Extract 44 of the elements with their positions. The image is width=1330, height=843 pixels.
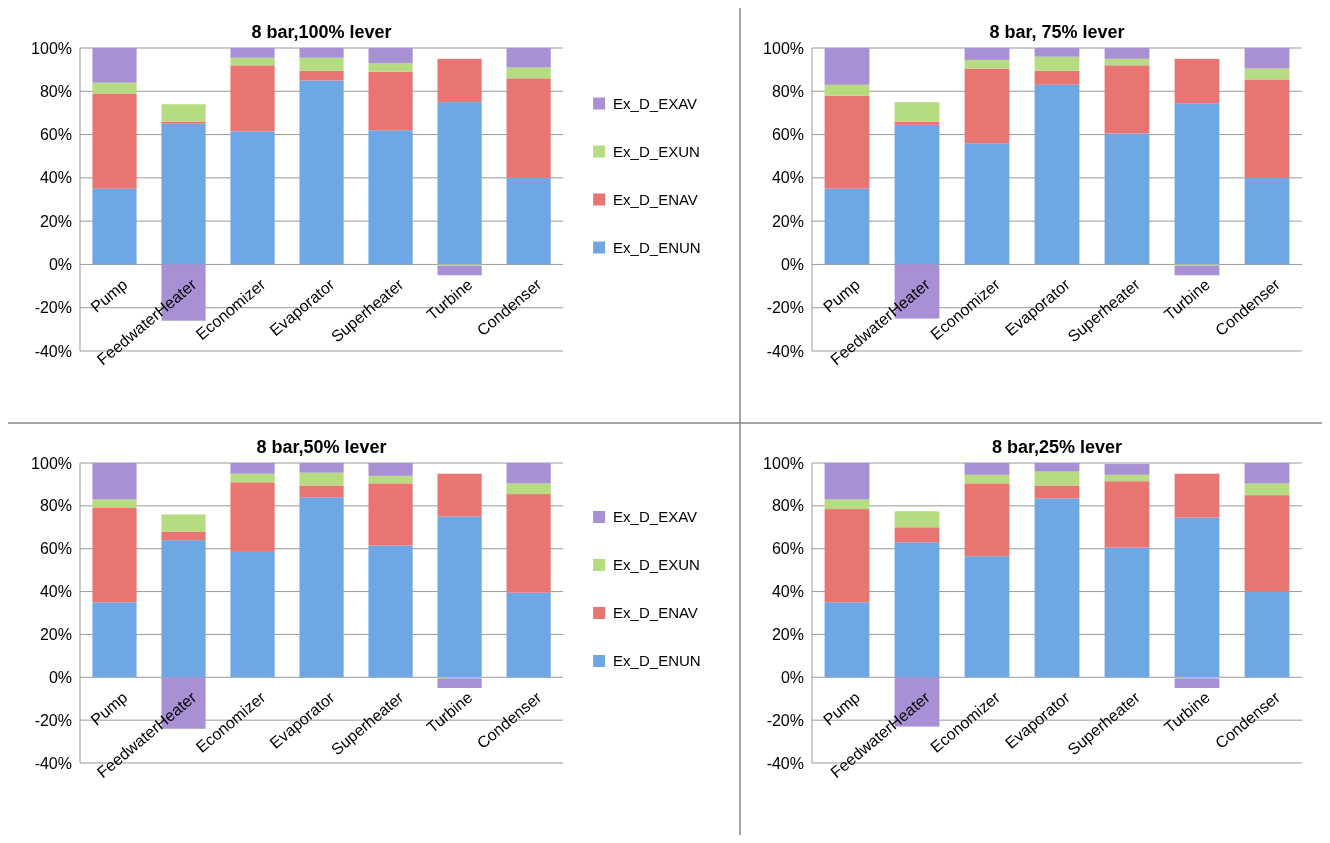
y-tick-label: -40% — [34, 342, 72, 360]
y-tick-label: 60% — [771, 126, 804, 144]
legend-label: Ex_D_ENUN — [613, 238, 701, 256]
y-tick-label: 80% — [39, 82, 72, 100]
y-tick-label: 0% — [48, 256, 72, 274]
legend-label: Ex_D_ENUN — [613, 652, 701, 670]
y-tick-label: -20% — [766, 299, 804, 317]
legend-label: Ex_D_EXAV — [613, 508, 698, 526]
y-tick-label: 80% — [771, 497, 804, 515]
y-tick-label: 0% — [780, 256, 804, 274]
y-tick-label: 40% — [771, 583, 804, 601]
chart-title: 8 bar,50% lever — [256, 437, 387, 457]
y-tick-label: 60% — [771, 540, 804, 558]
y-tick-label: 60% — [39, 540, 72, 558]
legend-label: Ex_D_ENAV — [613, 604, 698, 622]
y-tick-label: -20% — [34, 711, 72, 729]
y-tick-label: 40% — [771, 169, 804, 187]
legend-label: Ex_D_EXAV — [613, 94, 698, 112]
y-tick-label: -40% — [766, 342, 804, 360]
y-tick-label: 80% — [771, 82, 804, 100]
y-tick-label: 60% — [39, 126, 72, 144]
y-tick-label: 20% — [39, 626, 72, 644]
y-tick-label: 0% — [780, 668, 804, 686]
y-tick-label: 40% — [39, 169, 72, 187]
y-tick-label: -20% — [34, 299, 72, 317]
chart-title: 8 bar, 75% lever — [989, 22, 1125, 42]
y-tick-label: -20% — [766, 711, 804, 729]
y-tick-label: 0% — [48, 668, 72, 686]
legend-label: Ex_D_ENAV — [613, 190, 698, 208]
y-tick-label: -40% — [34, 754, 72, 772]
y-tick-label: 100% — [31, 39, 72, 57]
legend-label: Ex_D_EXUN — [613, 556, 700, 574]
y-tick-label: 20% — [771, 626, 804, 644]
chart-title: 8 bar,100% lever — [251, 22, 392, 42]
y-tick-label: 20% — [771, 212, 804, 230]
y-tick-label: 20% — [39, 212, 72, 230]
y-tick-label: 100% — [31, 454, 72, 472]
y-tick-label: 100% — [763, 39, 804, 57]
legend-label: Ex_D_EXUN — [613, 142, 700, 160]
y-tick-label: 100% — [763, 454, 804, 472]
y-tick-label: 40% — [39, 583, 72, 601]
y-tick-label: 80% — [39, 497, 72, 515]
chart-title: 8 bar,25% lever — [991, 437, 1123, 457]
y-tick-label: -40% — [766, 754, 804, 772]
